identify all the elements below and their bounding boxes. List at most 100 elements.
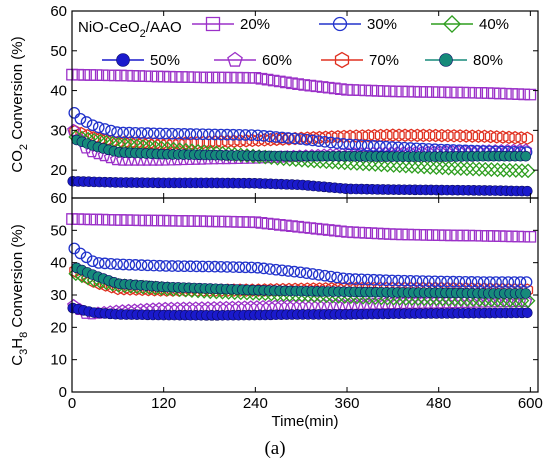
data-point [503, 130, 515, 145]
data-point [117, 126, 130, 139]
data-point [194, 71, 207, 84]
data-point [300, 267, 313, 279]
data-point [172, 260, 185, 272]
data-point [127, 69, 139, 82]
data-point [80, 251, 93, 264]
data-point [343, 138, 356, 151]
data-point [344, 129, 356, 143]
data-point [477, 276, 490, 288]
data-point [157, 214, 170, 227]
data-point [347, 84, 359, 96]
data-point [441, 160, 457, 176]
data-point [99, 257, 111, 270]
data-point [267, 218, 280, 231]
data-point [72, 213, 84, 225]
series-20pct [66, 213, 537, 243]
data-point [435, 275, 447, 288]
data-point [426, 86, 439, 98]
y-tick-label: 10 [50, 352, 67, 369]
data-point [341, 83, 353, 96]
data-point [496, 276, 508, 288]
data-point [188, 215, 201, 227]
series-20pct [66, 68, 537, 101]
data-point [135, 259, 148, 271]
data-point [399, 128, 411, 142]
data-point [163, 214, 176, 227]
data-point [270, 263, 282, 276]
data-point [117, 258, 130, 271]
data-point [251, 129, 264, 142]
data-point [90, 213, 103, 226]
data-point [490, 276, 502, 288]
data-point [133, 214, 146, 227]
data-point [377, 85, 390, 97]
data-point [335, 83, 347, 95]
co2-panel: 20 30 40 50 60 CO2 Conversion (%) [9, 3, 539, 199]
data-point [502, 276, 515, 288]
data-point [463, 86, 476, 99]
data-point [465, 161, 481, 177]
data-point [322, 224, 335, 236]
data-point [524, 230, 537, 243]
data-point [353, 84, 366, 97]
x-tick-label: 240 [243, 395, 268, 412]
data-point [200, 215, 213, 228]
data-point [471, 161, 487, 177]
data-point [270, 131, 282, 143]
x-tick-label: 0 [68, 395, 76, 412]
legend-label: 80% [473, 52, 503, 69]
legend-item: 20% [192, 16, 270, 33]
data-point [484, 129, 497, 144]
data-point [509, 130, 521, 145]
data-point [459, 275, 472, 288]
data-point [133, 70, 146, 82]
data-point [243, 71, 256, 84]
data-point [257, 130, 270, 142]
data-point [163, 70, 176, 83]
data-point [135, 127, 148, 139]
data-point [414, 228, 427, 241]
data-point [405, 128, 418, 143]
data-point [520, 150, 532, 162]
data-point [411, 128, 424, 143]
data-point [457, 229, 469, 242]
data-point [92, 121, 105, 134]
data-point [337, 138, 350, 150]
data-point [422, 159, 438, 175]
data-point [170, 71, 182, 83]
data-point [447, 275, 460, 288]
data-point [493, 87, 506, 100]
data-point [484, 276, 496, 288]
data-point [115, 214, 127, 226]
data-point [276, 264, 288, 277]
data-point [129, 259, 142, 271]
data-point [396, 85, 408, 98]
data-point [172, 127, 185, 140]
x-tick-label: 120 [151, 395, 176, 412]
data-point [221, 261, 233, 273]
data-point [196, 260, 209, 273]
data-point [350, 129, 363, 143]
data-point [380, 157, 395, 173]
data-point [190, 128, 203, 140]
data-point [465, 276, 478, 288]
data-point [426, 229, 439, 241]
data-point [304, 79, 317, 92]
data-point [141, 259, 154, 272]
data-point [386, 274, 398, 287]
data-point [276, 131, 288, 144]
data-point [514, 276, 527, 288]
data-point [99, 123, 111, 135]
series-30pct [68, 242, 533, 288]
data-point [255, 72, 268, 85]
data-point [390, 85, 402, 98]
data-point [487, 87, 500, 100]
data-point [316, 81, 329, 93]
data-point [520, 293, 536, 309]
data-point [92, 257, 105, 269]
data-point [359, 227, 372, 239]
data-point [362, 129, 375, 143]
data-point [497, 130, 509, 144]
data-point [337, 272, 350, 285]
data-point [520, 163, 536, 179]
